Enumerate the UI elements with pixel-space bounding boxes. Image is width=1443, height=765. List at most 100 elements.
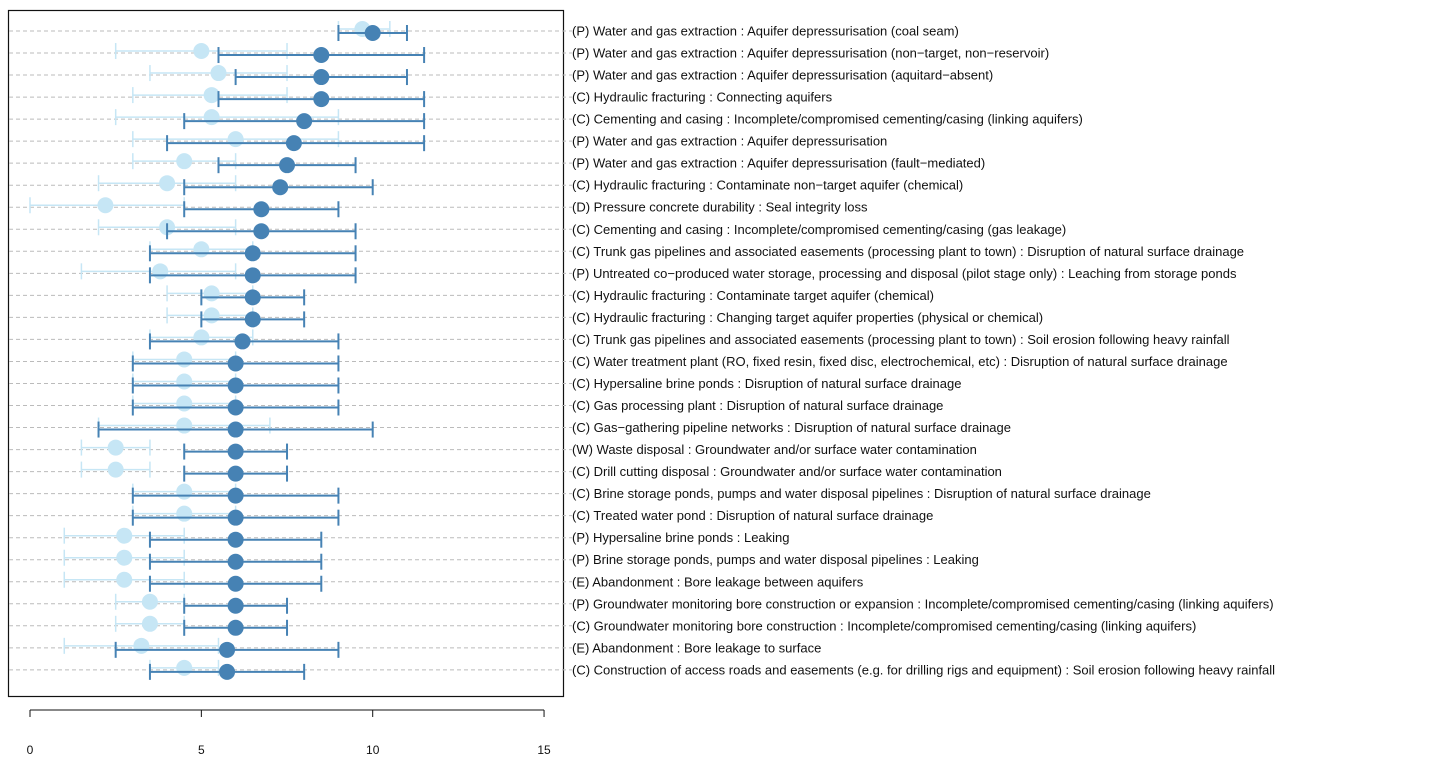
light-interval: [114, 43, 288, 60]
dark-mean-point: [227, 619, 244, 636]
category-label: (D) Pressure concrete durability : Seal …: [572, 200, 868, 215]
dark-mean-point: [364, 25, 381, 41]
dark-interval: [217, 47, 426, 64]
dark-mean-point: [227, 597, 244, 614]
light-interval: [166, 307, 254, 324]
dark-interval: [183, 465, 289, 482]
category-label: (C) Gas processing plant : Disruption of…: [572, 398, 943, 413]
dark-interval: [166, 223, 357, 240]
category-label: (P) Brine storage ponds, pumps and water…: [572, 552, 979, 567]
light-mean-point: [210, 65, 227, 82]
light-interval: [114, 615, 185, 632]
light-mean-point: [107, 439, 124, 456]
dark-interval: [148, 245, 357, 262]
light-interval: [149, 65, 288, 82]
light-mean-point: [203, 109, 220, 126]
dark-mean-point: [227, 465, 244, 482]
light-interval: [97, 175, 237, 192]
dark-mean-point: [244, 289, 261, 306]
dark-mean-point: [244, 245, 261, 262]
dark-interval: [183, 597, 289, 614]
dark-interval: [148, 663, 306, 680]
light-interval: [132, 395, 237, 412]
category-label: (C) Cementing and casing : Incomplete/co…: [572, 222, 1066, 237]
dark-mean-point: [227, 553, 244, 570]
category-label: (E) Abandonment : Bore leakage between a…: [572, 574, 864, 589]
light-interval: [149, 241, 254, 258]
dark-mean-point: [313, 47, 330, 64]
dark-mean-point: [253, 201, 270, 218]
light-mean-point: [176, 395, 193, 412]
dark-interval: [131, 487, 340, 504]
dark-mean-point: [227, 421, 244, 438]
light-interval: [29, 197, 185, 214]
light-interval: [166, 285, 254, 302]
x-tick-label: 15: [537, 743, 551, 757]
dark-interval: [97, 421, 374, 438]
dark-mean-point: [227, 443, 244, 460]
light-mean-point: [227, 131, 244, 148]
light-interval: [132, 373, 237, 390]
category-label: (P) Hypersaline brine ponds : Leaking: [572, 530, 790, 545]
light-mean-point: [193, 43, 210, 60]
dark-interval: [148, 531, 323, 548]
light-interval: [97, 417, 271, 434]
dark-interval: [200, 289, 306, 306]
light-mean-point: [176, 483, 193, 500]
dark-interval: [114, 641, 340, 658]
light-mean-point: [203, 307, 220, 324]
category-label: (C) Gas−gathering pipeline networks : Di…: [572, 420, 1011, 435]
category-label: (C) Hydraulic fracturing : Contaminate t…: [572, 288, 934, 303]
light-mean-point: [176, 153, 193, 170]
light-mean-point: [152, 263, 169, 280]
light-mean-point: [176, 505, 193, 522]
category-label: (P) Water and gas extraction : Aquifer d…: [572, 134, 887, 149]
dark-mean-point: [313, 91, 330, 108]
light-interval: [132, 351, 237, 368]
light-mean-point: [116, 549, 133, 566]
plot-frame: [7, 9, 565, 698]
dark-mean-point: [219, 663, 236, 680]
light-mean-point: [176, 659, 193, 676]
light-mean-point: [203, 87, 220, 104]
dark-mean-point: [279, 157, 296, 174]
dark-mean-point: [244, 311, 261, 328]
category-label: (C) Hypersaline brine ponds : Disruption…: [572, 376, 961, 391]
dark-mean-point: [296, 113, 313, 130]
light-interval: [132, 153, 237, 170]
dark-interval: [131, 377, 340, 394]
dark-interval: [166, 135, 426, 152]
dark-mean-point: [272, 179, 289, 196]
category-label: (C) Hydraulic fracturing : Connecting aq…: [572, 90, 833, 105]
light-mean-point: [176, 351, 193, 368]
light-interval: [337, 21, 391, 37]
light-interval: [63, 637, 220, 654]
light-interval: [80, 263, 237, 280]
dark-mean-point: [227, 531, 244, 548]
light-mean-point: [97, 197, 114, 214]
dark-interval: [148, 553, 323, 570]
light-mean-point: [203, 285, 220, 302]
dark-interval: [183, 113, 426, 130]
light-mean-point: [141, 593, 158, 610]
category-label: (P) Untreated co−produced water storage,…: [572, 266, 1237, 281]
light-interval: [63, 571, 185, 588]
light-mean-point: [176, 373, 193, 390]
light-mean-point: [107, 461, 124, 478]
dark-interval: [131, 509, 340, 526]
category-label: (P) Water and gas extraction : Aquifer d…: [572, 24, 959, 39]
light-interval: [114, 593, 185, 610]
light-mean-point: [133, 637, 150, 654]
dark-mean-point: [313, 69, 330, 86]
dark-interval: [200, 311, 306, 328]
light-interval: [132, 483, 237, 500]
light-mean-point: [141, 615, 158, 632]
dark-interval: [131, 355, 340, 372]
dark-interval: [183, 201, 340, 218]
dark-interval: [234, 69, 408, 86]
category-label: (C) Groundwater monitoring bore construc…: [572, 618, 1196, 633]
category-label: (P) Groundwater monitoring bore construc…: [572, 596, 1274, 611]
dark-interval: [148, 333, 340, 350]
category-label: (C) Treated water pond : Disruption of n…: [572, 508, 933, 523]
dark-mean-point: [227, 399, 244, 416]
